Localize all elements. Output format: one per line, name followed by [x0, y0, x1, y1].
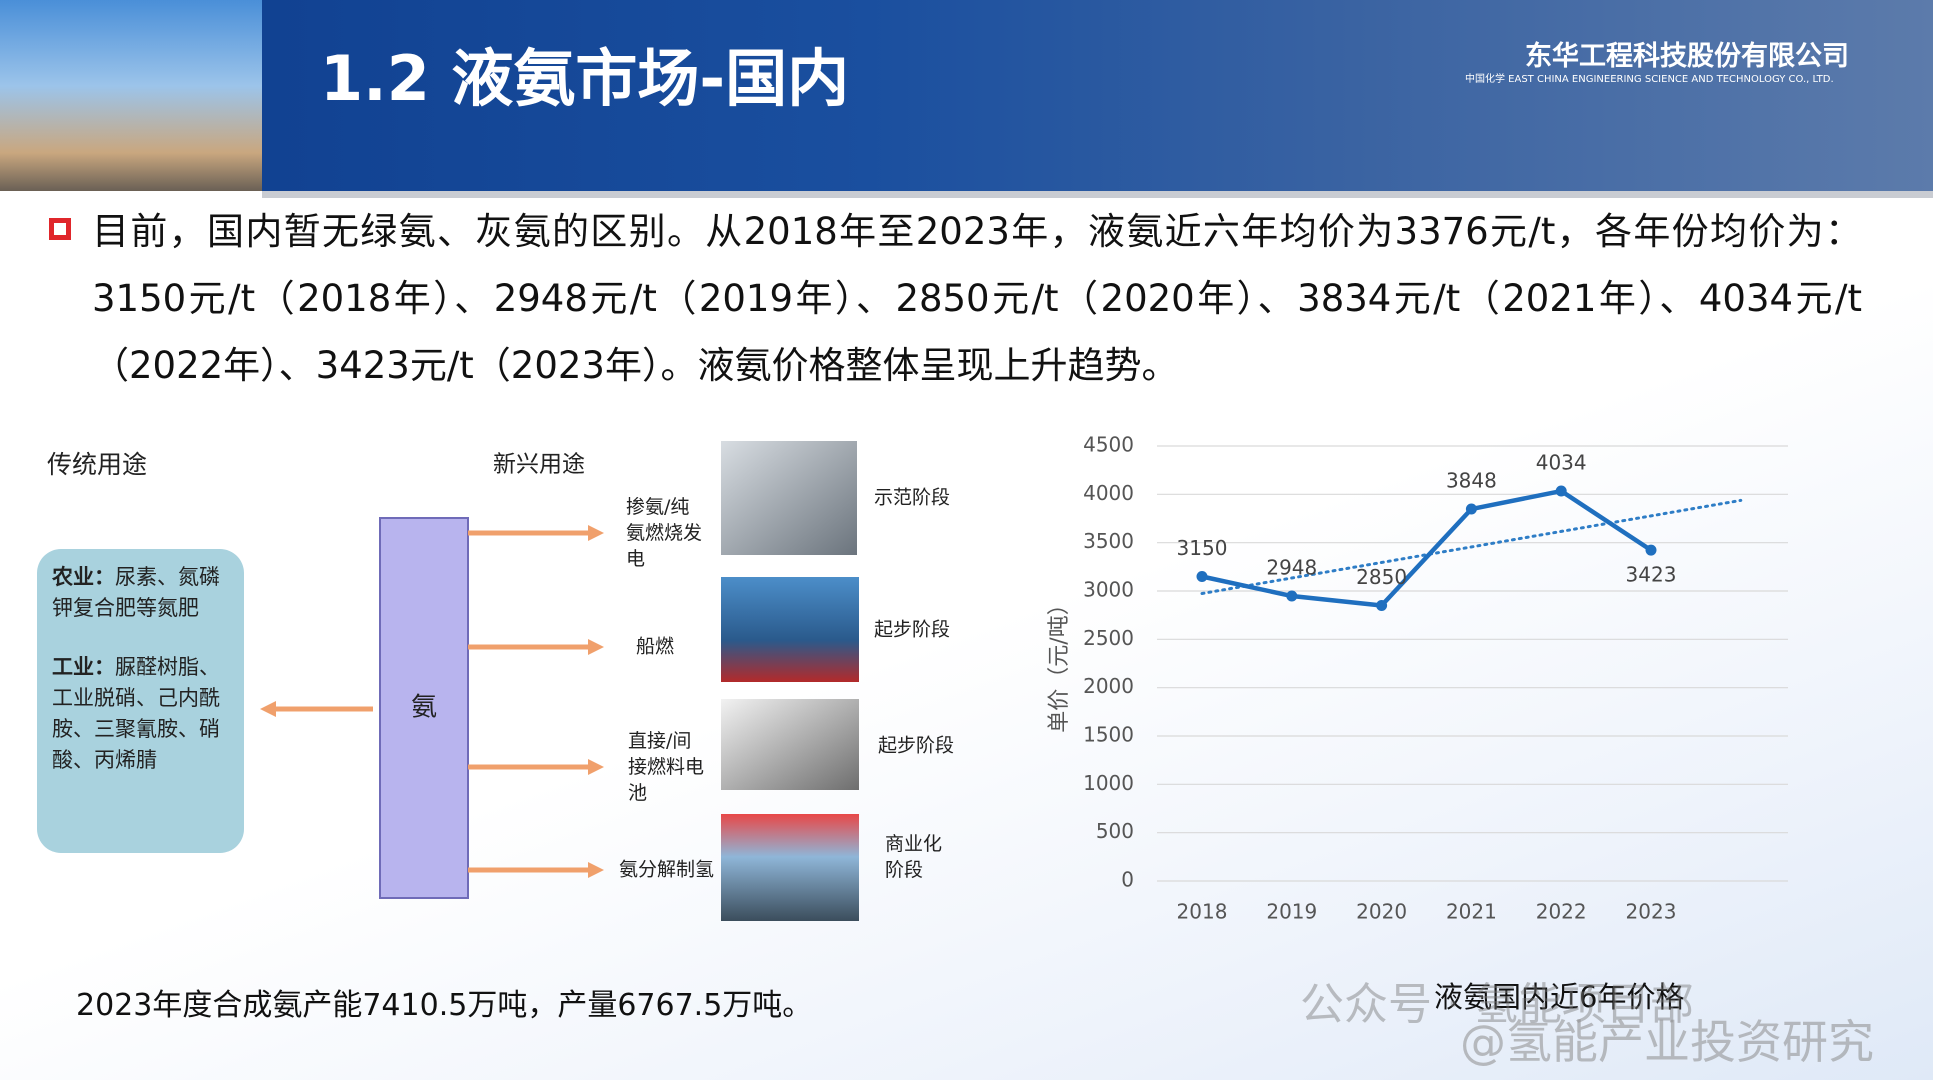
data-label: 4034: [1536, 451, 1587, 475]
x-tick-label: 2019: [1266, 900, 1317, 924]
use-label: 氨分解制氢: [619, 859, 714, 881]
traditional-item: 工业：脲醛树脂、工业脱硝、己内酰胺、三聚氰胺、硝酸、丙烯腈: [52, 652, 232, 776]
x-tick-label: 2023: [1626, 900, 1677, 924]
company-name: 东华工程科技股份有限公司: [1525, 41, 1849, 72]
image-ship: [721, 577, 859, 682]
item-label: 工业：: [52, 655, 115, 679]
watermark: 公众号 · 氢能项目部: [1300, 979, 1694, 1030]
y-tick-label: 0: [1121, 868, 1134, 892]
use-label: 船燃: [636, 636, 674, 658]
watermark: @氢能产业投资研究: [1460, 1015, 1874, 1069]
image-fuel-cell: [721, 699, 859, 790]
slide-title: 1.2 液氨市场-国内: [320, 42, 850, 115]
stage-label: 起步阶段: [878, 735, 954, 757]
ammonia-label: 氨: [411, 693, 437, 723]
item-text: 脲醛树脂、工业脱硝、己内酰胺、三聚氰胺、硝酸、丙烯腈: [52, 655, 220, 772]
y-tick-label: 3500: [1083, 529, 1134, 553]
use-label: 直接/间接燃料电池: [628, 730, 704, 804]
image-station: [721, 814, 859, 921]
y-tick-label: 4500: [1083, 433, 1134, 457]
paragraph: 目前，国内暂无绿氨、灰氨的区别。从2018年至2023年，液氨近六年均价为337…: [92, 210, 1862, 387]
stage-label: 商业化阶段: [885, 833, 942, 881]
bullet: [49, 218, 71, 240]
y-tick-label: 2500: [1083, 626, 1134, 650]
point: [1376, 600, 1388, 611]
y-tick-label: 3000: [1083, 578, 1134, 602]
item-label: 农业：: [52, 565, 115, 589]
point: [1196, 571, 1208, 582]
traditional-box: [37, 549, 244, 853]
point: [1286, 590, 1298, 602]
data-label: 2948: [1266, 556, 1317, 580]
header-photo: [0, 0, 262, 191]
y-tick-label: 4000: [1083, 481, 1134, 505]
data-label: 3848: [1446, 469, 1497, 493]
y-axis-label: 单价（元/吨）: [1047, 593, 1072, 732]
traditional-list: 农业：尿素、氮磷钾复合肥等氮肥工业：脲醛树脂、工业脱硝、己内酰胺、三聚氰胺、硝酸…: [52, 562, 232, 776]
stage-label: 示范阶段: [874, 487, 950, 509]
y-tick-label: 500: [1096, 819, 1134, 843]
y-tick-label: 1500: [1083, 723, 1134, 747]
point: [1555, 485, 1567, 497]
y-tick-label: 2000: [1083, 674, 1134, 698]
capacity-note: 2023年度合成氨产能7410.5万吨，产量6767.5万吨。: [76, 988, 813, 1023]
traditional-item: 农业：尿素、氮磷钾复合肥等氮肥: [52, 562, 232, 624]
y-tick-label: 1000: [1083, 771, 1134, 795]
stage-label: 起步阶段: [874, 619, 950, 641]
header-strip: [262, 191, 1933, 198]
chart-title: 液氨国内近6年价格: [1434, 980, 1684, 1014]
trend-line: [1200, 498, 1743, 596]
section-title: 传统用途: [47, 450, 147, 479]
data-label: 3150: [1177, 536, 1228, 560]
header: 1.2 液氨市场-国内 东华工程科技股份有限公司 中国化学 EAST CHINA…: [0, 0, 1933, 191]
series-line: [1201, 488, 1653, 608]
data-label: 3423: [1626, 563, 1677, 587]
point: [1645, 544, 1657, 556]
x-tick-label: 2020: [1356, 900, 1407, 924]
point: [1465, 503, 1477, 515]
x-tick-label: 2022: [1536, 900, 1587, 924]
ammonia-box: [379, 517, 469, 899]
use-label: 掺氨/纯氨燃烧发电: [626, 496, 702, 570]
x-tick-label: 2018: [1177, 900, 1228, 924]
section-title: 新兴用途: [493, 452, 585, 478]
x-tick-label: 2021: [1446, 900, 1497, 924]
traditional-items: 农业：尿素、氮磷钾复合肥等氮肥工业：脲醛树脂、工业脱硝、己内酰胺、三聚氰胺、硝酸…: [52, 562, 232, 776]
data-label: 2850: [1356, 565, 1407, 589]
image-turbine: [721, 441, 857, 555]
company-subtitle: 中国化学 EAST CHINA ENGINEERING SCIENCE AND …: [1465, 74, 1834, 85]
item-text: 尿素、氮磷钾复合肥等氮肥: [52, 565, 220, 620]
